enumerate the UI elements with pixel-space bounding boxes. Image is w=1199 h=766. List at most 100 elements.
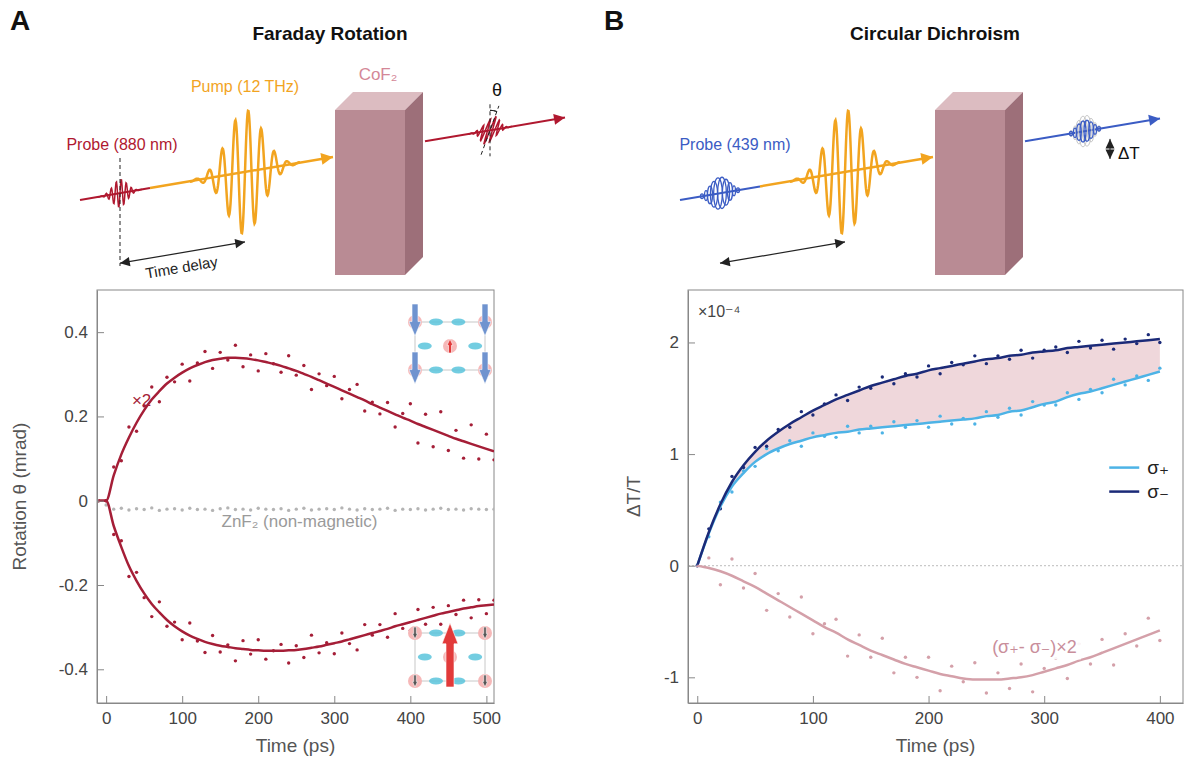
probe-out-pulse [1089, 122, 1094, 138]
data-point [1100, 339, 1103, 342]
plot-frame [688, 290, 1183, 703]
tick-label: 400 [1146, 709, 1174, 728]
plot-data [696, 333, 1162, 695]
data-point [973, 354, 976, 357]
data-point [985, 362, 988, 365]
data-point [348, 507, 351, 510]
data-point [295, 507, 298, 510]
data-point [1147, 379, 1150, 382]
axis-line [97, 291, 98, 704]
data-point [317, 651, 320, 654]
tick: 0.4 [64, 323, 104, 342]
scatter-series [97, 499, 494, 512]
tick-mark [97, 585, 104, 586]
tick-label: 100 [799, 709, 827, 728]
cobalt-atom [478, 674, 492, 688]
tick: -0.2 [59, 576, 104, 595]
tick-label: 0 [670, 557, 679, 576]
tick-mark [334, 696, 335, 703]
fit-line [99, 501, 494, 651]
signal-label: θ [492, 80, 502, 100]
tick: 200 [915, 696, 943, 728]
data-point [234, 508, 237, 511]
data-point [203, 507, 206, 510]
fluorine-atom [418, 654, 432, 661]
data-point [1123, 337, 1126, 340]
data-point [950, 664, 953, 667]
data-point [264, 507, 267, 510]
tick-label: 300 [321, 709, 349, 728]
data-point [753, 572, 756, 575]
tick-mark [258, 696, 259, 703]
data-point [915, 375, 918, 378]
spin-arrow [483, 675, 488, 687]
probe-out-ghost [1098, 126, 1101, 132]
data-point [401, 507, 404, 510]
data-point [857, 633, 860, 636]
data-point [120, 507, 123, 510]
data-point [485, 612, 488, 615]
y-axis-title: ΔT/T [623, 476, 644, 518]
polarization-ref [490, 104, 491, 156]
axis-line [98, 703, 495, 704]
delay-arrow-head [835, 239, 845, 248]
data-point [469, 616, 472, 619]
schematic: Probe (439 nm) ΔT [679, 92, 1160, 275]
data-point [800, 410, 803, 413]
polarization-rot [481, 106, 499, 155]
data-point [834, 436, 837, 439]
tick: 0 [670, 557, 695, 576]
sample-label: CoF₂ [359, 65, 398, 84]
data-point [158, 509, 161, 512]
data-point [1031, 356, 1034, 359]
tick-mark [1044, 696, 1045, 703]
delay-arrow-head [120, 257, 130, 266]
data-point [378, 507, 381, 510]
probe-label: Probe (439 nm) [679, 136, 790, 153]
data-point [973, 661, 976, 664]
data-point [386, 401, 389, 404]
tick-mark [697, 696, 698, 703]
data-point [180, 508, 183, 511]
data-point [1066, 351, 1069, 354]
data-point [777, 592, 780, 595]
data-point [447, 449, 450, 452]
legend-swatch [1109, 490, 1139, 493]
annotation: ZnF₂ (non-magnetic) [222, 512, 378, 531]
data-point [985, 691, 988, 694]
fluorine-atom [429, 678, 443, 685]
data-point [1066, 677, 1069, 680]
data-point [742, 586, 745, 589]
data-point [753, 446, 756, 449]
data-point [355, 508, 358, 511]
data-point [1054, 403, 1057, 406]
data-point [834, 393, 837, 396]
panel-title: Faraday Rotation [252, 23, 407, 44]
data-point [173, 507, 176, 510]
data-point [226, 506, 229, 509]
data-point [431, 445, 434, 448]
signal-label: ΔT [1118, 144, 1140, 163]
probe-out-beam-head [553, 114, 565, 125]
data-point [340, 631, 343, 634]
figure: AFaraday RotationProbe (880 nm)Pump (12 … [0, 0, 1199, 766]
data-point [765, 609, 768, 612]
data-point [310, 508, 313, 511]
data-point [447, 508, 450, 511]
data-point [1019, 662, 1022, 665]
data-point [355, 648, 358, 651]
tick-mark [97, 669, 104, 670]
data-point [333, 508, 336, 511]
crystal-side [405, 92, 423, 275]
data-point [150, 506, 153, 509]
data-point [962, 680, 965, 683]
data-point [927, 426, 930, 429]
data-point [393, 612, 396, 615]
data-point [401, 627, 404, 630]
x-axis-title: Time (ps) [896, 735, 976, 756]
data-point [985, 410, 988, 413]
fluorine-atom [451, 367, 465, 374]
data-point [439, 410, 442, 413]
legend-label: σ₊ [1147, 457, 1169, 478]
plot-frame [97, 290, 494, 703]
